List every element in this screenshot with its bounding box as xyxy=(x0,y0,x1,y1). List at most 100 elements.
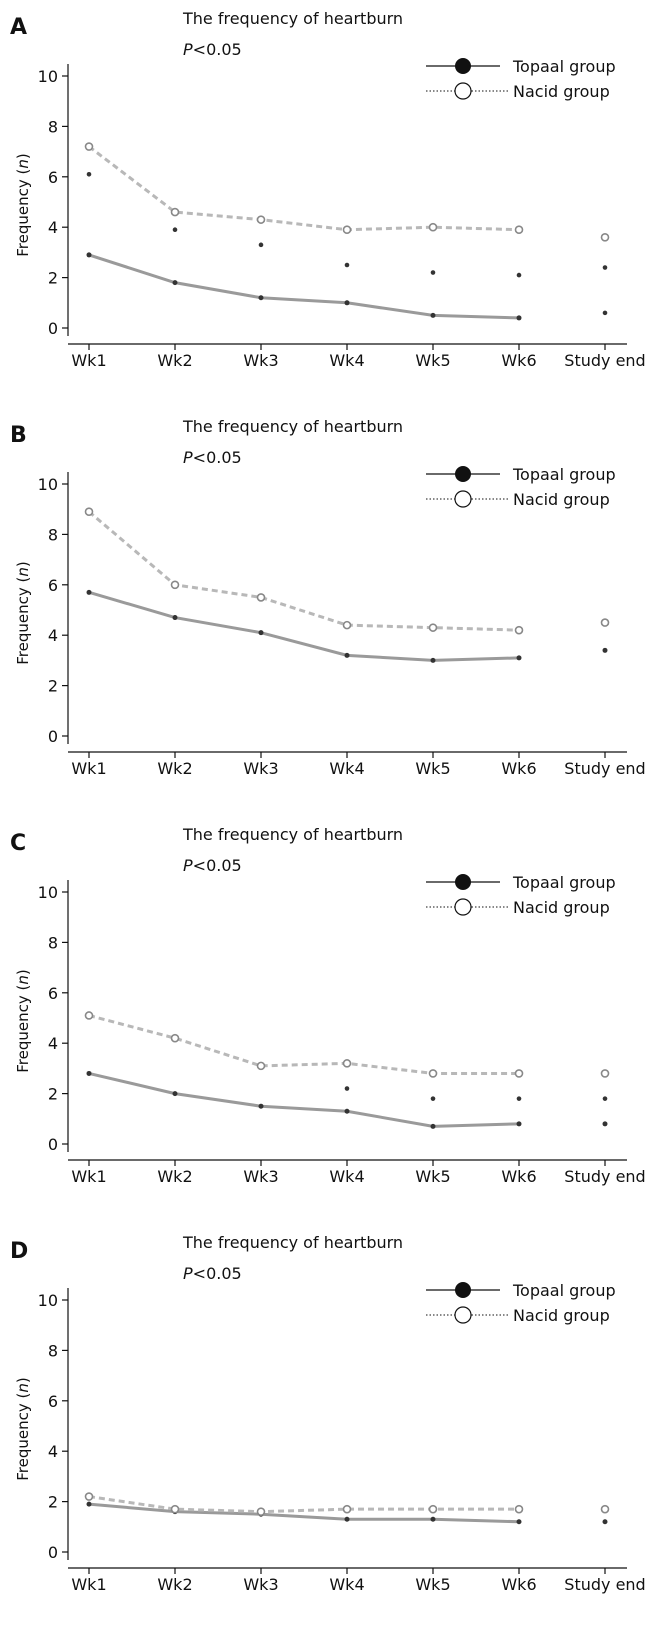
series-line-nacid xyxy=(88,1495,519,1514)
data-point-topaal xyxy=(602,1519,608,1525)
y-tick-label: 0 xyxy=(48,319,58,338)
data-point-extra xyxy=(258,242,264,248)
data-point-topaal xyxy=(344,1108,350,1114)
data-point-nacid xyxy=(514,225,524,235)
legend: Topaal group Nacid group xyxy=(426,465,616,509)
y-tick-label: 4 xyxy=(48,1442,58,1461)
p-value-symbol: P xyxy=(183,448,193,467)
data-point-nacid xyxy=(600,1069,610,1078)
data-point-extra xyxy=(516,272,522,278)
data-point-topaal xyxy=(86,1501,92,1507)
x-tick-label: Wk3 xyxy=(243,1575,278,1594)
x-tick-label: Wk4 xyxy=(329,1167,364,1186)
x-tick-label: Wk3 xyxy=(243,351,278,370)
data-point-topaal xyxy=(258,1103,264,1109)
y-tick-label: 6 xyxy=(48,576,58,595)
legend-label-topaal: Topaal group xyxy=(512,57,616,76)
x-tick-label: Wk1 xyxy=(71,759,106,778)
chart-title: The frequency of heartburn xyxy=(182,1233,403,1252)
x-tick-label: Wk2 xyxy=(157,351,192,370)
data-point-extra xyxy=(344,1086,350,1091)
legend-label-nacid: Nacid group xyxy=(513,490,610,509)
data-point-topaal xyxy=(602,1121,608,1127)
x-tick-label: Wk2 xyxy=(157,1575,192,1594)
data-point-nacid xyxy=(428,623,438,632)
legend-marker-topaal xyxy=(455,58,471,74)
data-point-extra xyxy=(430,1096,436,1101)
series-line-nacid xyxy=(88,145,520,232)
data-point-topaal xyxy=(516,315,522,321)
chart-title: The frequency of heartburn xyxy=(182,417,403,436)
data-point-topaal xyxy=(602,647,608,653)
data-point-nacid xyxy=(342,225,352,235)
series-line-nacid xyxy=(88,510,520,632)
legend-label-nacid: Nacid group xyxy=(513,82,610,101)
panel-b: B The frequency of heartburn P<0.05 0 2 4 6 8 10… xyxy=(10,417,646,778)
y-tick-label: 2 xyxy=(48,269,58,288)
p-value-threshold: <0.05 xyxy=(193,856,242,875)
data-point-topaal xyxy=(516,655,522,661)
legend-marker-topaal xyxy=(455,466,471,482)
data-point-nacid xyxy=(256,593,266,602)
x-tick-label: Wk5 xyxy=(415,1575,450,1594)
data-point-extra xyxy=(602,310,608,316)
panel-letter: B xyxy=(10,423,27,448)
data-point-nacid xyxy=(342,620,352,630)
p-value-threshold: <0.05 xyxy=(193,40,242,59)
data-point-nacid xyxy=(428,222,438,232)
p-value-symbol: P xyxy=(183,40,193,59)
x-tick-label: Wk2 xyxy=(157,1167,192,1186)
data-point-nacid xyxy=(84,1011,94,1020)
y-tick-label: 10 xyxy=(38,67,58,86)
legend-label-topaal: Topaal group xyxy=(512,873,616,892)
x-tick-label: Wk1 xyxy=(71,351,106,370)
data-point-nacid xyxy=(170,580,180,590)
y-tick-label: 8 xyxy=(48,1341,58,1360)
data-point-topaal xyxy=(172,615,178,621)
p-value-threshold: <0.05 xyxy=(193,1264,242,1283)
y-tick-label: 4 xyxy=(48,1034,58,1053)
legend-marker-topaal xyxy=(455,1282,471,1298)
panel-letter: A xyxy=(10,15,27,40)
data-point-extra xyxy=(86,171,92,177)
panel-d: D The frequency of heartburn P<0.05 0 2 4 6 8 10… xyxy=(10,1233,646,1594)
legend-label-nacid: Nacid group xyxy=(513,898,610,917)
y-tick-label: 0 xyxy=(48,727,58,746)
legend: Topaal group Nacid group xyxy=(426,57,616,101)
y-axis-label: Frequency (n) xyxy=(14,153,32,257)
data-point-topaal xyxy=(430,312,436,318)
data-point-topaal xyxy=(344,300,350,306)
data-point-nacid xyxy=(84,142,94,151)
data-point-topaal xyxy=(172,280,178,286)
x-tick-label: Study end xyxy=(564,351,645,370)
data-point-topaal xyxy=(516,1519,522,1525)
chart-title: The frequency of heartburn xyxy=(182,9,403,28)
legend-marker-nacid xyxy=(454,1306,472,1324)
data-point-nacid xyxy=(514,1504,524,1514)
y-axis-label: Frequency (n) xyxy=(14,969,32,1073)
legend-label-topaal: Topaal group xyxy=(512,465,616,484)
y-tick-label: 0 xyxy=(48,1135,58,1154)
legend-marker-nacid xyxy=(454,82,472,100)
data-point-nacid xyxy=(514,1069,524,1078)
data-point-nacid xyxy=(600,232,610,242)
panel-a: A The frequency of heartburn P<0.05 0 2 4 6 8 10… xyxy=(10,9,646,370)
x-tick-label: Wk2 xyxy=(157,759,192,778)
legend: Topaal group Nacid group xyxy=(426,873,616,917)
series-line-topaal xyxy=(88,590,520,662)
data-point-nacid xyxy=(170,1033,180,1043)
legend-marker-nacid xyxy=(454,490,472,508)
data-point-topaal xyxy=(258,295,264,301)
data-point-nacid xyxy=(514,625,524,635)
panel-letter: C xyxy=(10,831,26,856)
x-tick-label: Wk3 xyxy=(243,1167,278,1186)
y-tick-label: 6 xyxy=(48,168,58,187)
y-tick-label: 4 xyxy=(48,218,58,237)
data-point-extra xyxy=(172,227,178,233)
y-tick-label: 10 xyxy=(38,475,58,494)
data-point-topaal xyxy=(258,630,264,636)
y-tick-label: 8 xyxy=(48,117,58,136)
legend-label-topaal: Topaal group xyxy=(512,1281,616,1300)
legend-marker-topaal xyxy=(455,874,471,890)
